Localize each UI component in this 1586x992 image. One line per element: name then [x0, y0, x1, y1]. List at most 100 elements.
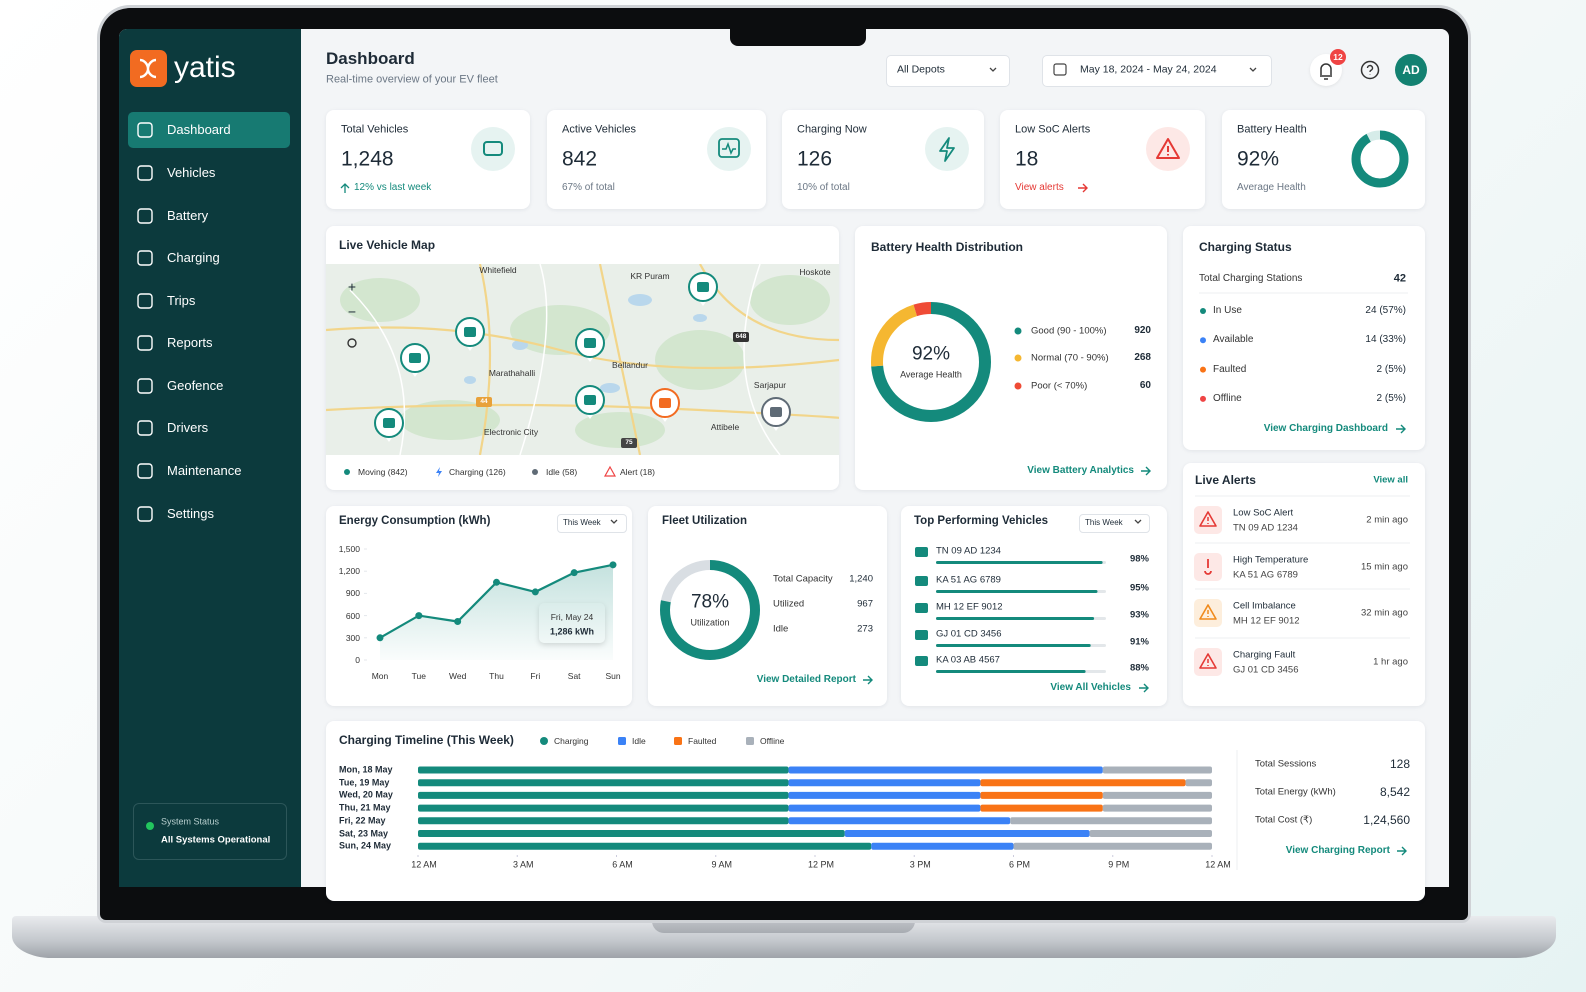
week-select[interactable]	[557, 514, 627, 533]
line-point	[376, 634, 384, 642]
zoom-out[interactable]: −	[347, 303, 357, 320]
bar-value-label: 95%	[1129, 582, 1149, 594]
week-select[interactable]	[1079, 514, 1150, 533]
row-value: 1,240	[849, 573, 873, 585]
laptop-hinge	[652, 916, 915, 933]
zoom-in[interactable]: +	[347, 278, 357, 295]
kpi-note: 10% of total	[797, 182, 850, 193]
pin-vehicle	[770, 407, 782, 417]
link[interactable]: View Battery Analytics	[1027, 465, 1134, 476]
arrow-icon	[1141, 466, 1151, 476]
alert-vehicle: MH 12 EF 9012	[1233, 615, 1300, 627]
help-glyph	[1366, 64, 1374, 75]
up-arrow	[340, 183, 350, 193]
alert-title: High Temperature	[1233, 554, 1309, 566]
map-lake	[628, 294, 652, 306]
vehicle-id: GJ 01 CD 3456	[936, 628, 1002, 640]
map	[326, 264, 839, 455]
pin-vehicle	[697, 282, 709, 292]
timeline-segment	[1013, 842, 1212, 850]
card-title: Fleet Utilization	[662, 515, 747, 528]
nav-icon	[137, 378, 153, 394]
bar	[936, 590, 1098, 593]
nav-item[interactable]: Maintenance	[167, 463, 242, 479]
y-tick-label: 0	[355, 654, 360, 665]
utilization-value: 78%	[690, 591, 730, 613]
vehicle-icon	[915, 630, 928, 640]
map-lake	[512, 340, 528, 350]
road-sign	[733, 332, 749, 342]
x-tick-label: Wed	[448, 670, 467, 681]
map-place: KR Puram	[630, 270, 670, 281]
tooltip-title: Fri, May 24	[550, 611, 594, 622]
status-dot	[1200, 308, 1206, 314]
select-text[interactable]: This Week	[1085, 517, 1123, 527]
x-tick-label: 9 AM	[711, 859, 733, 870]
avatar-initials[interactable]: AD	[1402, 62, 1420, 77]
pin-vehicle	[584, 395, 596, 405]
kpi-note[interactable]: View alerts	[1015, 182, 1064, 193]
timeline-segment	[788, 779, 981, 787]
select-text[interactable]: This Week	[563, 517, 601, 527]
x-tick-label: Thu	[489, 670, 504, 681]
nav-item[interactable]: Charging	[167, 250, 220, 266]
line-point	[570, 569, 578, 577]
day-label: Tue, 19 May	[339, 777, 390, 788]
system-status-box	[133, 803, 287, 860]
alert-time: 32 min ago	[1360, 607, 1408, 619]
vehicle-icon	[915, 603, 928, 613]
bolt-icon	[939, 137, 955, 162]
nav-item[interactable]: Geofence	[167, 378, 224, 394]
day-label: Sun, 24 May	[339, 840, 392, 851]
x-tick-label: 12 AM	[1205, 859, 1231, 870]
status-label: Offline	[1213, 392, 1242, 404]
kpi-note: Average Health	[1237, 182, 1306, 193]
date-range-text[interactable]: May 18, 2024 - May 24, 2024	[1080, 63, 1217, 76]
depot-select-text[interactable]: All Depots	[897, 63, 945, 76]
fleet-utilization-card	[648, 506, 887, 706]
nav-item[interactable]: Vehicles	[167, 165, 216, 181]
pulse-icon	[722, 141, 736, 155]
y-tick-label: 900	[345, 588, 360, 599]
card-title: Energy Consumption (kWh)	[339, 515, 491, 528]
status-value: 14 (33%)	[1365, 334, 1406, 346]
x-tick-label: Fri	[530, 670, 541, 681]
line-point	[531, 588, 539, 596]
link[interactable]: View Charging Report	[1285, 845, 1390, 856]
vehicle-id: TN 09 AD 1234	[936, 545, 1001, 557]
map-place: Sarjapur	[753, 379, 787, 390]
alert-vehicle: GJ 01 CD 3456	[1233, 664, 1299, 676]
nav-item[interactable]: Trips	[167, 293, 196, 309]
alert-title: Cell Imbalance	[1233, 600, 1296, 612]
legend-label: Idle	[632, 735, 646, 746]
day-label: Mon, 18 May	[339, 764, 393, 775]
nav-item[interactable]: Settings	[167, 506, 214, 522]
arrow-icon	[863, 675, 873, 685]
timeline-segment	[1102, 791, 1212, 799]
link[interactable]: View Charging Dashboard	[1263, 423, 1388, 434]
summary-label: Total Sessions	[1255, 758, 1317, 770]
date-picker[interactable]	[1042, 55, 1272, 87]
link[interactable]: View All Vehicles	[1050, 682, 1131, 693]
kpi-card	[1222, 110, 1425, 209]
timeline-segment	[418, 766, 789, 774]
nav-item[interactable]: Drivers	[167, 420, 209, 436]
brand-name: yatis	[174, 51, 236, 84]
vehicle-icon	[915, 547, 928, 557]
vehicle-icon	[915, 576, 928, 586]
link[interactable]: View Detailed Report	[756, 674, 856, 685]
nav-item[interactable]: Battery	[167, 208, 209, 224]
timeline-segment	[788, 804, 981, 812]
legend-dot	[1014, 327, 1022, 335]
timeline-segment	[418, 842, 872, 850]
timeline-segment	[980, 791, 1103, 799]
timeline-segment	[980, 804, 1103, 812]
legend-label: Charging	[554, 735, 589, 746]
link[interactable]: View all	[1373, 474, 1408, 486]
y-tick-label: 1,200	[338, 566, 360, 577]
nav-item[interactable]: Reports	[167, 335, 213, 351]
kpi-label: Total Vehicles	[341, 123, 409, 136]
depot-select[interactable]	[886, 55, 1010, 87]
map-place: Attibele	[710, 421, 740, 432]
nav-item[interactable]: Dashboard	[167, 122, 231, 138]
